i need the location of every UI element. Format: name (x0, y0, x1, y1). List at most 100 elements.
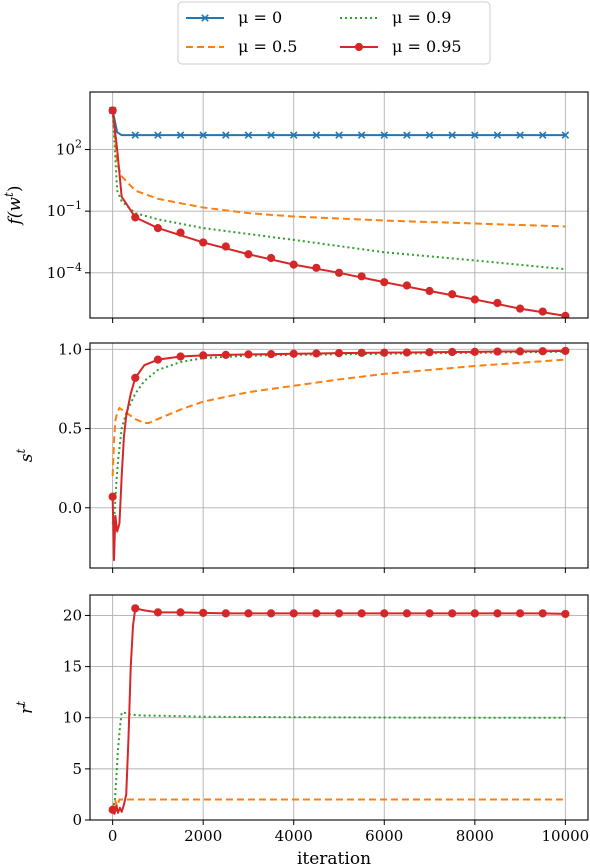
series-marker (538, 307, 547, 316)
y-axis-label-base: s (17, 453, 37, 462)
series-marker-stroke-b (516, 131, 524, 139)
grid (90, 92, 588, 318)
series-marker-stroke-b (199, 131, 207, 139)
y-axis-label-superscript: t (2, 192, 16, 197)
series-marker (493, 347, 502, 356)
series-marker (266, 609, 276, 618)
series-line-095 (111, 607, 566, 815)
y-tick-label: 1.0 (58, 340, 82, 358)
series-marker (402, 281, 412, 290)
y-axis-label: f(wt) (2, 186, 25, 227)
series-line-05 (111, 798, 566, 810)
series-line-09 (111, 711, 566, 810)
series-marker (357, 348, 366, 357)
series-marker (108, 492, 117, 501)
series-marker (334, 349, 344, 358)
series-marker (334, 609, 344, 618)
y-axis-label: st (14, 449, 37, 463)
y-axis-label-superscript: t (14, 449, 28, 454)
axes-frame (89, 342, 589, 569)
series-marker (289, 349, 298, 358)
series-marker (448, 609, 457, 618)
x-tick-label: 10000 (542, 827, 590, 845)
y-axis-label-base: f(w (5, 197, 25, 227)
series-line-05 (111, 358, 566, 477)
series-group (108, 346, 570, 562)
series-marker (425, 609, 434, 618)
series-marker-stroke-b (289, 131, 298, 139)
series-marker (538, 131, 547, 139)
series-marker (244, 250, 253, 259)
series-marker (199, 131, 207, 139)
series-marker (471, 131, 479, 139)
series-marker (448, 131, 456, 139)
y-axis-label-close: ) (5, 186, 25, 193)
series-marker (176, 228, 185, 237)
series-marker-stroke-b (312, 131, 321, 139)
series-line-09 (111, 350, 566, 524)
series-marker (470, 347, 479, 356)
y-tick-label-exponent: −4 (66, 261, 82, 274)
series-group (108, 106, 570, 318)
legend-entry: μ = 0.9 (340, 8, 451, 27)
series-marker (561, 311, 570, 318)
series-marker (561, 609, 570, 619)
series-marker (176, 608, 185, 617)
series-marker (515, 609, 525, 618)
series-marker (108, 805, 117, 814)
series-marker (131, 604, 140, 613)
legend-entry: μ = 0 (186, 8, 282, 27)
series-marker (470, 609, 479, 618)
legend-label: μ = 0.95 (392, 37, 462, 56)
series-marker (561, 131, 570, 139)
series-marker (448, 290, 457, 299)
legend-marker-stroke-b (201, 14, 209, 22)
series-marker (493, 131, 502, 139)
series-marker (425, 348, 434, 357)
series-marker (221, 242, 230, 251)
legend-box (177, 1, 491, 65)
y-tick-label: 5 (72, 760, 82, 778)
y-tick-label: 20 (63, 606, 82, 624)
series-marker-stroke-b (335, 131, 343, 139)
series-marker (425, 131, 434, 139)
series-marker (199, 351, 208, 360)
series-marker-stroke-b (176, 131, 185, 139)
series-marker (357, 272, 366, 281)
series-marker-stroke-b (267, 131, 275, 139)
series-marker (516, 131, 524, 139)
series-marker-stroke-b (131, 131, 140, 139)
series-marker (266, 253, 276, 263)
series-line-095 (111, 110, 566, 317)
series-marker (289, 131, 298, 139)
series-marker (153, 608, 163, 617)
series-marker (357, 609, 366, 618)
series-marker-stroke-b (493, 131, 502, 139)
legend-entry: μ = 0.5 (186, 37, 297, 56)
grid (90, 343, 588, 568)
series-marker (380, 348, 389, 357)
series-marker (312, 263, 321, 272)
legend-marker (354, 42, 364, 52)
axes-frame (89, 91, 589, 319)
series-marker-stroke-b (403, 131, 411, 139)
y-tick-label-base: 10 (56, 141, 75, 159)
series-marker (199, 608, 208, 617)
series-marker (108, 106, 117, 115)
y-tick-label: 0 (72, 811, 82, 829)
series-marker (493, 609, 502, 618)
series-marker (154, 131, 162, 139)
y-tick-label: 15 (63, 658, 82, 676)
series-marker (493, 298, 502, 308)
legend-label: μ = 0.5 (238, 37, 297, 56)
series-marker (131, 213, 140, 222)
series-marker (380, 609, 389, 618)
series-marker (403, 131, 411, 139)
x-axis-label: iteration (297, 849, 371, 866)
series-marker (289, 260, 298, 269)
series-marker (380, 278, 389, 287)
series-marker-stroke-b (244, 131, 253, 139)
